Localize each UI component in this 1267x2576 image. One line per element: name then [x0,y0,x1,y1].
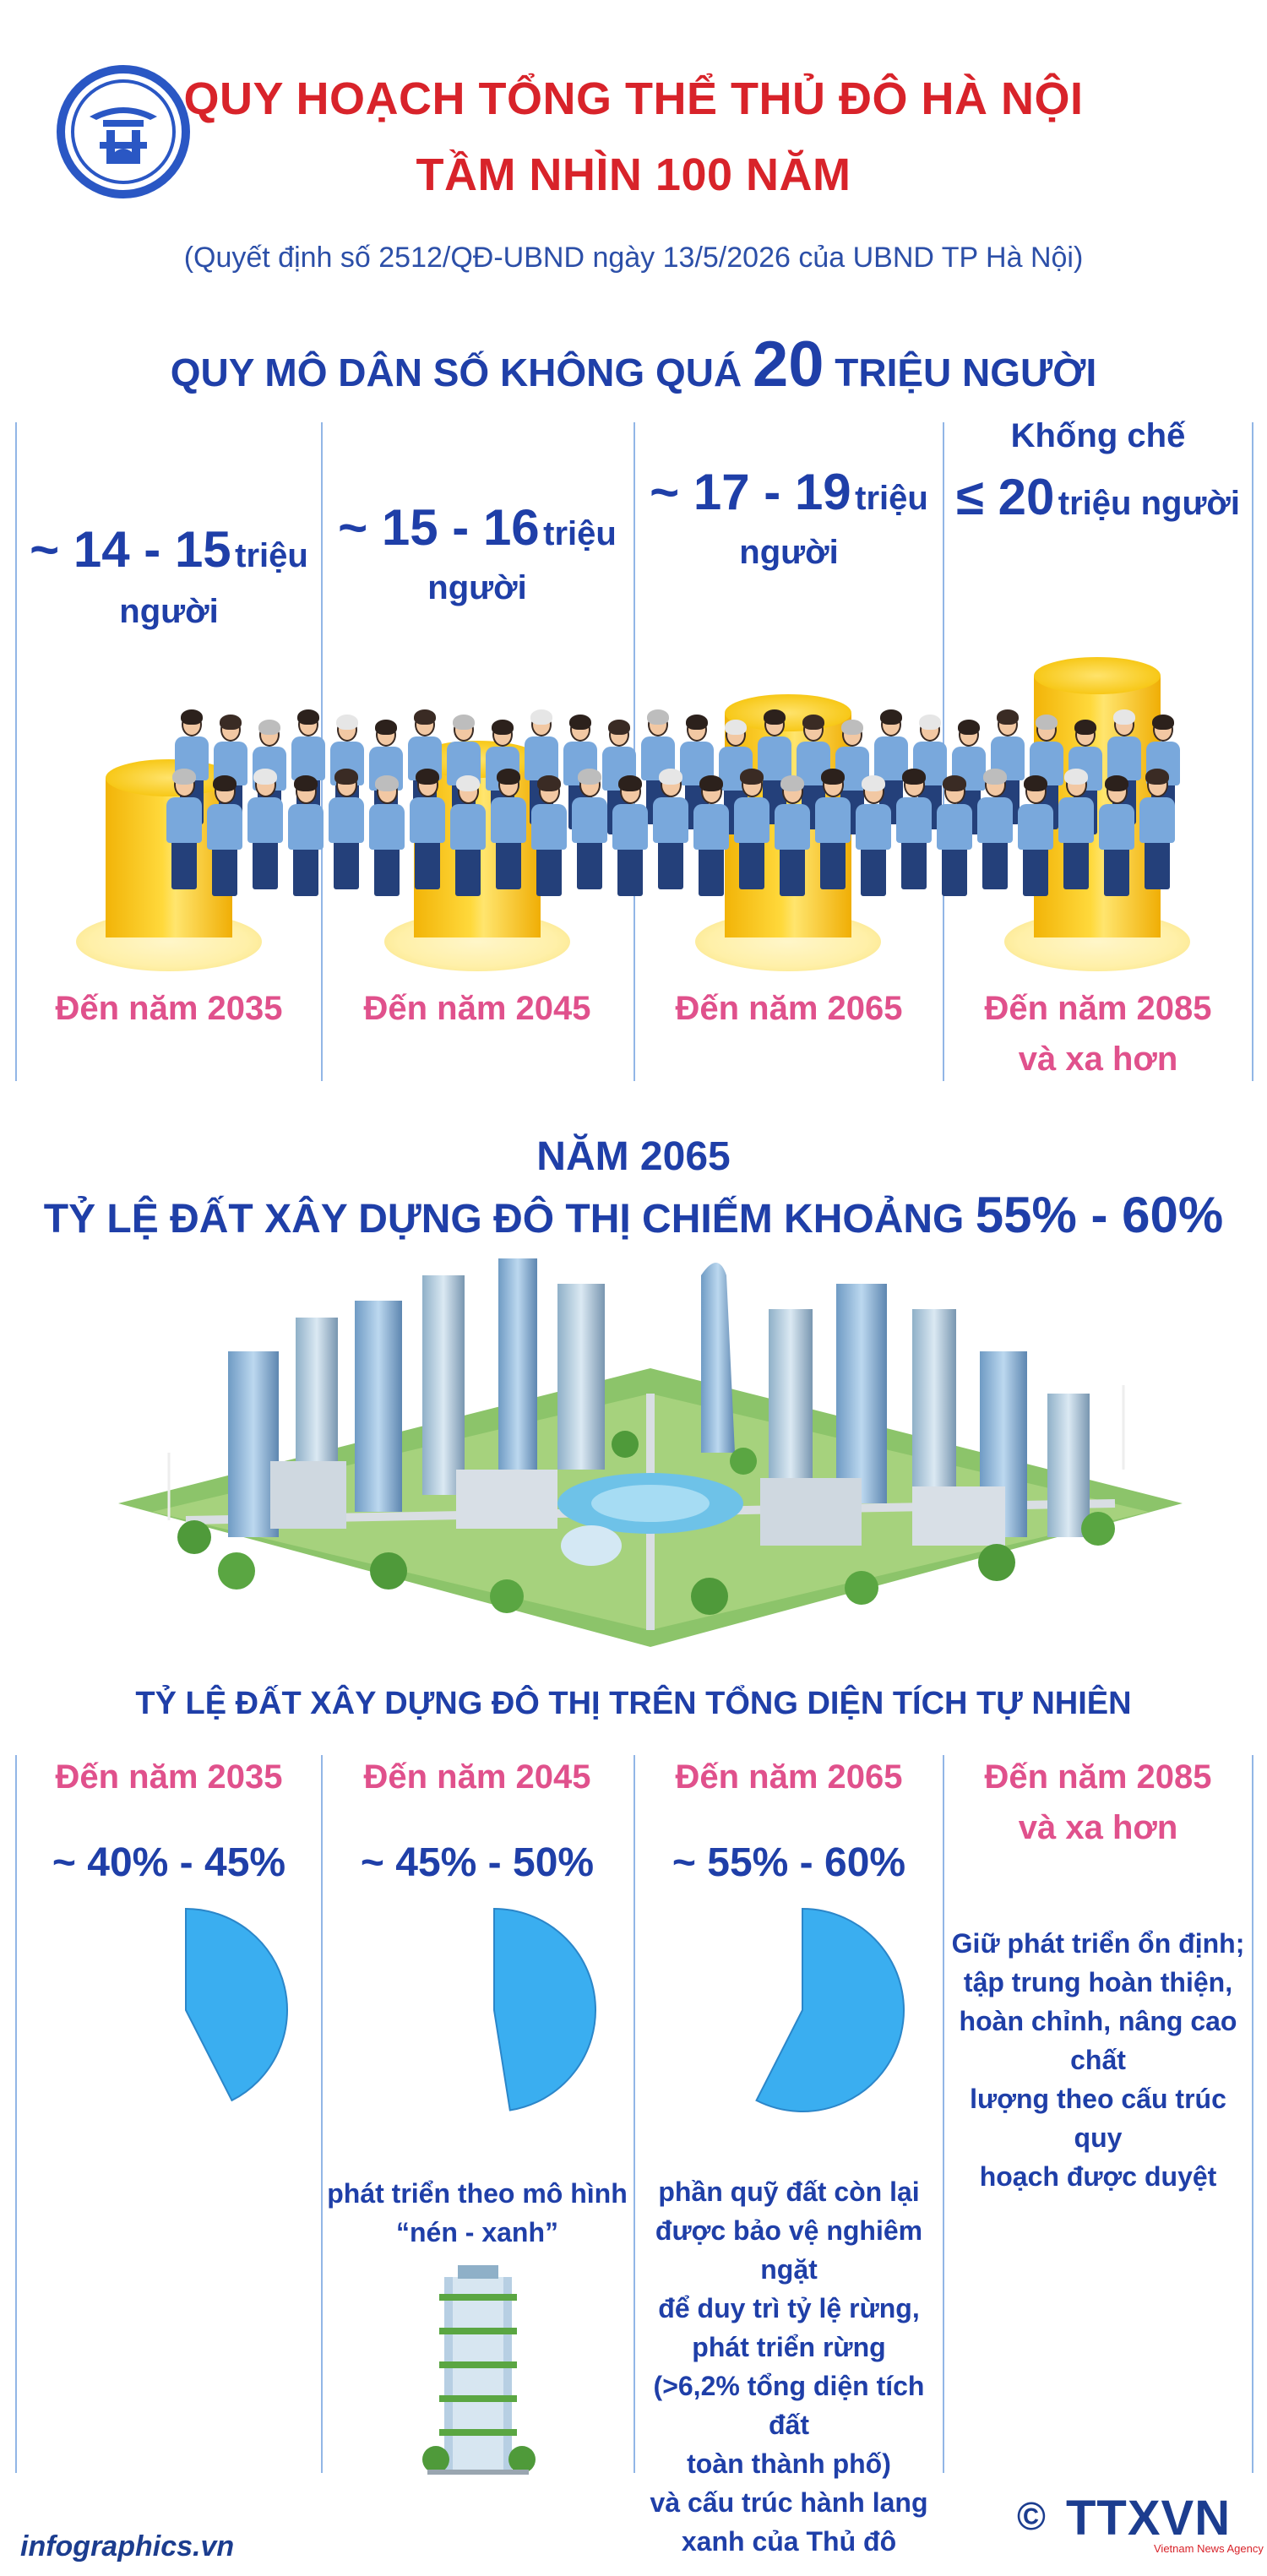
population-cylinder-top [1034,657,1161,694]
land-col-3-pie [693,1900,912,2120]
person-figure [290,709,327,828]
population-heading-post: TRIỆU NGƯỜI [835,351,1097,394]
person-figure [449,775,487,899]
land-divider [15,1755,17,2473]
person-figure [651,769,690,893]
person-figure [205,775,244,899]
land-heading-line1: NĂM 2065 [536,1134,731,1179]
land-divider [1252,1755,1253,2473]
pop-col-2-value: ~ 15 - 16 triệu [338,499,617,556]
pop-col-1-year: Đến năm 2035 [55,990,283,1027]
pop-col-4-year: Đến năm 2085 [984,990,1212,1027]
person-figure [1097,775,1136,899]
land-pie-slice [493,1907,597,2111]
pop-col-2-unit: người [427,569,527,606]
population-heading-pre: QUY MÔ DÂN SỐ KHÔNG QUÁ [170,351,742,394]
person-figure [732,769,771,893]
pop-divider [1252,422,1253,1081]
pop-col-3-value: ~ 17 - 19 triệu [650,464,928,520]
person-figure [692,775,731,899]
land-col-1-year: Đến năm 2035 [55,1758,283,1796]
pop-col-1-unit: người [119,593,219,630]
pop-col-1-value: ~ 14 - 15 triệu [30,521,308,578]
land-col-2-range: ~ 45% - 50% [360,1840,595,1885]
pop-col-2-year: Đến năm 2045 [363,990,591,1027]
land-subheading: TỶ LỆ ĐẤT XÂY DỰNG ĐÔ THỊ TRÊN TỔNG DIỆN… [135,1686,1132,1721]
land-col-1-range: ~ 40% - 45% [52,1840,286,1885]
land-divider [321,1755,323,2473]
person-figure [327,769,366,893]
footer-agency-sub: Vietnam News Agency [1154,2542,1264,2555]
person-figure [935,775,974,899]
land-col-3-note: phần quỹ đất còn lại được bảo vệ nghiêm … [650,2177,928,2557]
person-figure [773,775,812,899]
land-col-4-year2: và xa hơn [1018,1809,1178,1846]
person-figure [489,769,528,893]
person-figure [611,775,650,899]
population-heading: QUY MÔ DÂN SỐ KHÔNG QUÁ 20 TRIỆU NGƯỜI [0,331,1267,406]
person-figure [408,769,447,893]
pop-divider [15,422,17,1081]
pop-col-3-unit: người [739,534,839,571]
land-col-2-note: phát triển theo mô hình “nén - xanh” [327,2178,628,2247]
person-figure [530,775,568,899]
smart-city-image [118,1258,1183,1647]
pop-col-3-year: Đến năm 2065 [675,990,903,1027]
person-figure [367,775,406,899]
land-col-2-year: Đến năm 2045 [363,1758,591,1796]
person-figure [1016,775,1055,899]
page-title-line2: TẦM NHÌN 100 NĂM [416,149,851,200]
person-figure [570,769,609,893]
green-tower-illustration [411,2260,546,2480]
person-figure [286,775,325,899]
land-col-2-pie [384,1900,604,2120]
person-figure [854,775,893,899]
person-figure [165,769,204,893]
land-heading-line2-num: 55% - 60% [975,1187,1224,1243]
land-pie-slice [755,1907,905,2112]
land-col-3-range: ~ 55% - 60% [672,1840,906,1885]
person-figure [1138,769,1177,893]
person-figure [246,769,285,893]
person-figure [813,769,852,893]
land-heading-line2: TỶ LỆ ĐẤT XÂY DỰNG ĐÔ THỊ CHIẾM KHOẢNG 5… [0,1186,1267,1244]
person-figure [976,769,1014,893]
pop-col-4-prefix: Khống chế [1010,417,1186,454]
population-heading-num: 20 [752,329,824,400]
pop-col-4-year2: và xa hơn [1018,1041,1178,1078]
pop-col-4-value: ≤ 20 triệu người [956,469,1240,525]
land-col-4-note: Giữ phát triển ổn định; tập trung hoàn t… [951,1928,1245,2192]
footer-agency-logo: TTXVN [1066,2491,1232,2546]
population-cylinder-top [106,759,232,796]
page-subtitle: (Quyết định số 2512/QĐ-UBND ngày 13/5/20… [183,242,1084,274]
land-divider [943,1755,944,2473]
footer-site[interactable]: infographics.vn [20,2530,235,2562]
city-illustration [118,1250,1183,1647]
person-figure [756,709,793,828]
land-col-4-year: Đến năm 2085 [984,1758,1212,1796]
footer-copyright: © [1017,2494,1046,2538]
person-figure [1057,769,1096,893]
city-logo [56,64,191,199]
khue-van-cac-logo-icon [57,65,190,198]
land-col-1-pie [76,1900,296,2120]
land-col-3-year: Đến năm 2065 [675,1758,903,1796]
land-heading-line2-pre: TỶ LỆ ĐẤT XÂY DỰNG ĐÔ THỊ CHIẾM KHOẢNG [43,1197,965,1242]
page-title-line1: QUY HOẠCH TỔNG THỂ THỦ ĐÔ HÀ NỘI [183,73,1084,124]
person-figure [895,769,933,893]
land-divider [634,1755,635,2473]
land-pie-slice [185,1907,288,2102]
